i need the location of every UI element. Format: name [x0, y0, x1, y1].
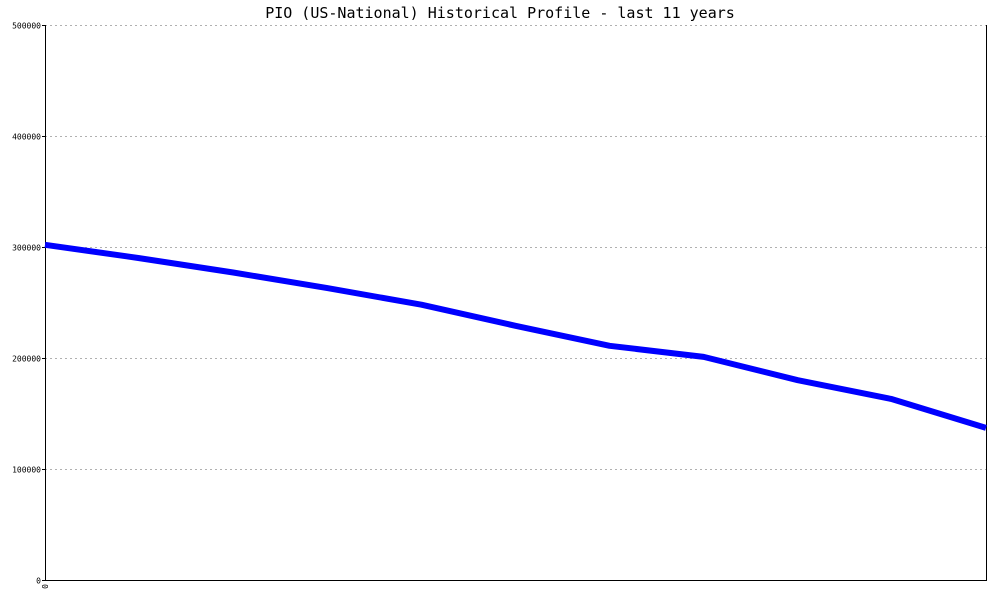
series-line	[44, 241, 987, 431]
series-layer	[44, 241, 987, 431]
y-tick-label: 300000	[12, 244, 41, 253]
axis-layer	[42, 25, 987, 581]
y-tick-label: 200000	[12, 355, 41, 364]
y-tick-label: 500000	[12, 22, 41, 31]
x-tick-label: 0	[41, 584, 50, 589]
chart-title: PIO (US-National) Historical Profile - l…	[265, 4, 735, 22]
grid-layer	[45, 25, 986, 470]
y-tick-label: 100000	[12, 466, 41, 475]
y-tick-label: 0	[36, 577, 41, 586]
label-layer: 0 100000 200000 300000 400000 500000 0	[12, 22, 50, 589]
y-tick-label: 400000	[12, 133, 41, 142]
